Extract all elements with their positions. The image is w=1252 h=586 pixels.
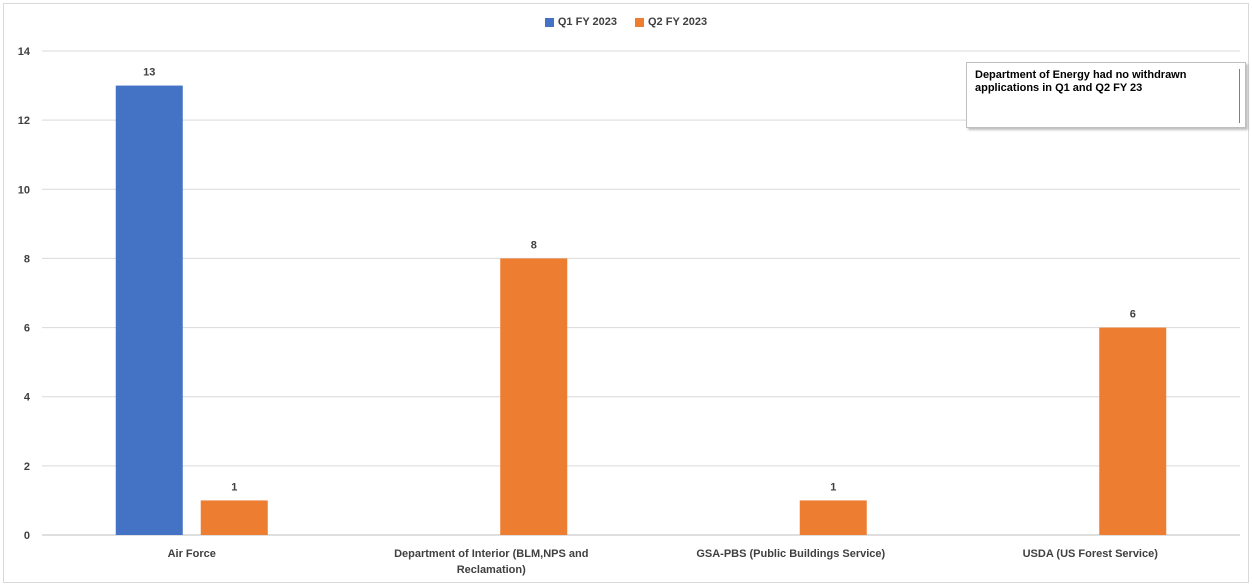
x-tick-label: Department of Interior (BLM,NPS and	[394, 548, 588, 560]
y-tick-label: 4	[24, 392, 31, 404]
chart-frame	[3, 3, 1249, 583]
bar	[200, 500, 268, 535]
y-tick-label: 14	[18, 46, 31, 58]
x-tick-label: USDA (US Forest Service)	[1023, 548, 1159, 560]
legend-swatch-q1	[544, 17, 554, 27]
bar	[500, 258, 568, 535]
legend-item-q2: Q2 FY 2023	[635, 16, 707, 28]
x-tick-label: GSA-PBS (Public Buildings Service)	[696, 548, 885, 560]
y-tick-label: 2	[24, 461, 30, 473]
data-label: 13	[143, 67, 155, 79]
x-tick-label: Air Force	[168, 548, 216, 560]
bar	[115, 85, 183, 536]
legend-label-q1: Q1 FY 2023	[557, 16, 617, 28]
y-tick-label: 12	[18, 115, 30, 127]
legend-item-q1: Q1 FY 2023	[544, 16, 617, 28]
y-tick-label: 0	[24, 530, 30, 542]
bar	[1099, 327, 1167, 535]
y-tick-label: 8	[24, 253, 30, 265]
legend: Q1 FY 2023 Q2 FY 2023	[0, 16, 1252, 28]
annotation-scroll-edge	[1239, 69, 1240, 123]
y-tick-label: 10	[18, 184, 30, 196]
annotation-box: Department of Energy had no withdrawn ap…	[966, 62, 1246, 128]
bar	[799, 500, 867, 535]
data-label: 6	[1130, 309, 1136, 321]
x-tick-label: Reclamation)	[457, 564, 526, 576]
data-label: 1	[830, 481, 836, 493]
y-tick-label: 6	[24, 323, 30, 335]
data-label: 8	[531, 239, 537, 251]
legend-label-q2: Q2 FY 2023	[648, 16, 708, 28]
legend-swatch-q2	[635, 17, 644, 27]
annotation-text: Department of Energy had no withdrawn ap…	[975, 69, 1187, 94]
data-label: 1	[231, 481, 237, 493]
